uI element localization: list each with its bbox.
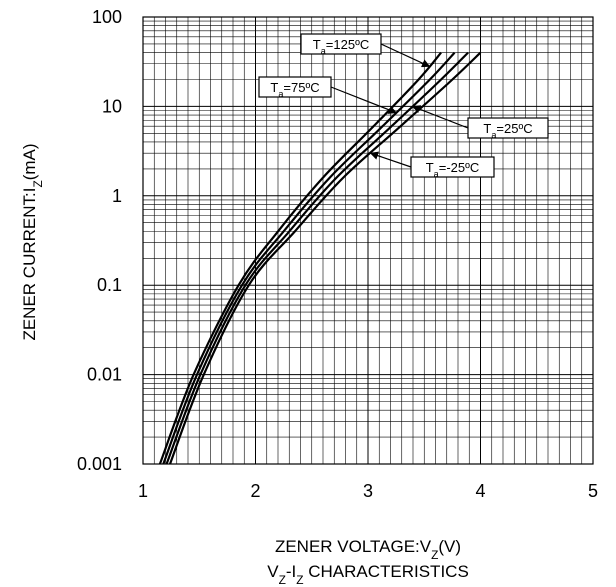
series-lines [158,51,482,465]
annotation-box [258,76,332,98]
y-tick-label: 1 [112,186,122,206]
y-tick-label: 0.1 [97,275,122,295]
annotation-label: Ta=-25ºC [426,160,480,179]
annotation-label: Ta=25ºC [483,121,532,140]
x-tick-label: 2 [250,481,260,501]
chart-subtitle: VZ-IZ CHARACTERISTICS [267,562,469,587]
plot-frame [142,16,594,465]
annotation-arrow [380,43,431,68]
series-line [168,51,482,465]
y-axis-label: ZENER CURRENT:IZ(mA) [20,143,45,340]
series-line [165,51,469,465]
x-tick-label: 4 [475,481,485,501]
series-line [162,51,456,465]
annotation-box [300,33,382,55]
annotation-label: Ta=75ºC [270,80,319,99]
annotation-label: Ta=125ºC [313,37,369,56]
x-axis-label: ZENER VOLTAGE:VZ(V) [275,537,461,562]
y-tick-label: 0.01 [87,365,122,385]
y-tick-label: 10 [102,96,122,116]
annotation-box [467,117,549,139]
annotation-arrow [330,86,398,114]
annotation-arrow [411,105,469,129]
y-tick-label: 0.001 [77,454,122,474]
x-tick-label: 1 [138,481,148,501]
annotations: Ta=125ºC Ta=75ºC Ta=25ºC Ta=-25ºC [258,33,549,179]
annotation-box [410,156,495,178]
grid [142,17,594,465]
y-tick-label: 100 [92,7,122,27]
x-tick-label: 5 [588,481,598,501]
y-tick-labels: 100 10 1 0.1 0.01 0.001 [77,7,122,474]
x-tick-labels: 1 2 3 4 5 [138,481,598,501]
x-tick-label: 3 [363,481,373,501]
annotation-arrow [369,151,412,168]
series-line [158,51,442,465]
